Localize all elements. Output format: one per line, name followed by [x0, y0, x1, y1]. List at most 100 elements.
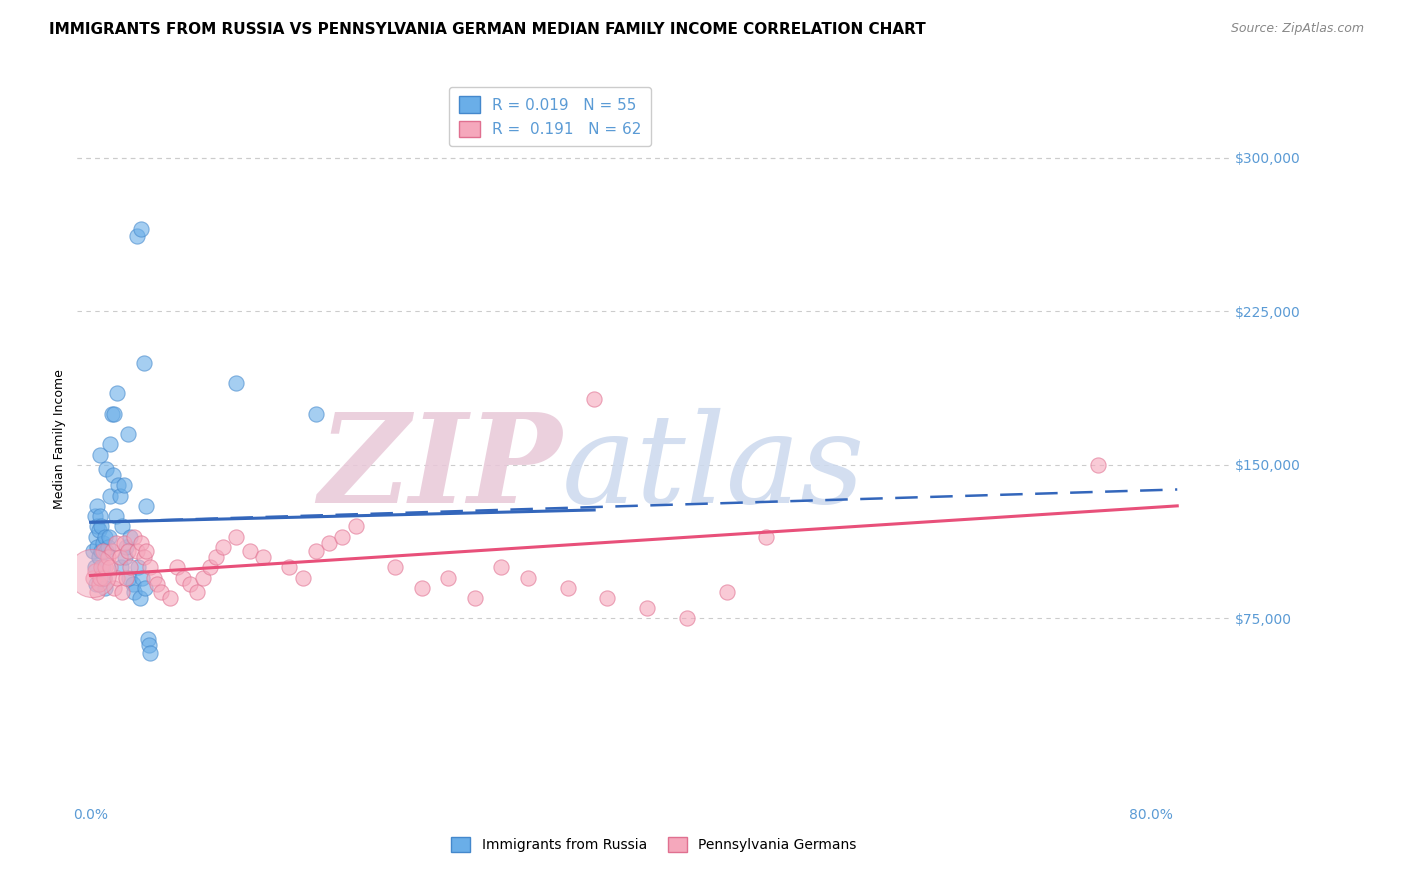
Point — [96, 544, 118, 558]
Point — [107, 478, 129, 492]
Point — [125, 228, 148, 243]
Point — [344, 519, 367, 533]
Point — [464, 591, 486, 605]
Point — [90, 519, 112, 533]
Point — [225, 376, 247, 390]
Point — [120, 560, 142, 574]
Point — [84, 576, 107, 591]
Point — [252, 550, 274, 565]
Legend: Immigrants from Russia, Pennsylvania Germans: Immigrants from Russia, Pennsylvania Ger… — [446, 831, 862, 857]
Point — [132, 355, 155, 369]
Point — [129, 222, 152, 236]
Point — [89, 509, 111, 524]
Point — [86, 499, 108, 513]
Point — [111, 585, 134, 599]
Text: ZIP: ZIP — [318, 408, 561, 529]
Text: IMMIGRANTS FROM RUSSIA VS PENNSYLVANIA GERMAN MEDIAN FAMILY INCOME CORRELATION C: IMMIGRANTS FROM RUSSIA VS PENNSYLVANIA G… — [49, 22, 927, 37]
Point — [96, 462, 118, 476]
Point — [149, 585, 172, 599]
Point — [86, 540, 108, 554]
Point — [755, 530, 778, 544]
Point — [112, 535, 135, 549]
Point — [225, 530, 247, 544]
Point — [129, 535, 152, 549]
Point — [120, 530, 142, 544]
Point — [97, 550, 120, 565]
Point — [636, 601, 658, 615]
Y-axis label: Median Family Income: Median Family Income — [53, 369, 66, 509]
Point — [115, 540, 138, 554]
Point — [1087, 458, 1109, 472]
Point — [138, 638, 160, 652]
Point — [179, 576, 201, 591]
Text: Source: ZipAtlas.com: Source: ZipAtlas.com — [1230, 22, 1364, 36]
Point — [80, 566, 103, 581]
Point — [193, 570, 215, 584]
Point — [583, 392, 606, 407]
Point — [104, 535, 127, 549]
Point — [83, 509, 105, 524]
Point — [198, 560, 221, 574]
Point — [134, 581, 156, 595]
Point — [212, 540, 235, 554]
Point — [128, 591, 150, 605]
Point — [305, 544, 328, 558]
Point — [111, 519, 134, 533]
Point — [114, 550, 136, 565]
Point — [491, 560, 513, 574]
Point — [596, 591, 619, 605]
Point — [143, 570, 166, 584]
Point — [91, 535, 114, 549]
Point — [332, 530, 354, 544]
Point — [93, 570, 115, 584]
Point — [100, 560, 122, 574]
Point — [139, 646, 162, 660]
Point — [291, 570, 314, 584]
Point — [117, 544, 139, 558]
Point — [117, 427, 139, 442]
Point — [159, 591, 181, 605]
Point — [103, 581, 125, 595]
Point — [93, 570, 115, 584]
Point — [98, 530, 121, 544]
Point — [166, 560, 188, 574]
Point — [557, 581, 579, 595]
Point — [89, 448, 111, 462]
Point — [86, 585, 108, 599]
Point — [516, 570, 538, 584]
Point — [146, 576, 169, 591]
Point — [83, 560, 105, 574]
Point — [89, 570, 111, 584]
Point — [172, 570, 194, 584]
Point — [118, 570, 141, 584]
Point — [91, 544, 114, 558]
Point — [108, 489, 131, 503]
Point — [131, 570, 153, 584]
Point — [205, 550, 228, 565]
Point — [384, 560, 406, 574]
Point — [91, 560, 114, 574]
Point — [87, 576, 110, 591]
Point — [100, 437, 122, 451]
Point — [87, 524, 110, 538]
Point — [115, 570, 138, 584]
Point — [90, 544, 112, 558]
Point — [94, 581, 117, 595]
Point — [411, 581, 433, 595]
Point — [94, 530, 117, 544]
Point — [97, 540, 120, 554]
Point — [112, 478, 135, 492]
Point — [101, 544, 124, 558]
Point — [94, 560, 117, 574]
Point — [90, 560, 112, 574]
Point — [305, 407, 328, 421]
Point — [105, 570, 128, 584]
Point — [676, 611, 699, 625]
Point — [132, 550, 155, 565]
Point — [108, 550, 131, 565]
Point — [127, 560, 149, 574]
Point — [100, 489, 122, 503]
Point — [124, 530, 146, 544]
Point — [278, 560, 301, 574]
Point — [124, 585, 146, 599]
